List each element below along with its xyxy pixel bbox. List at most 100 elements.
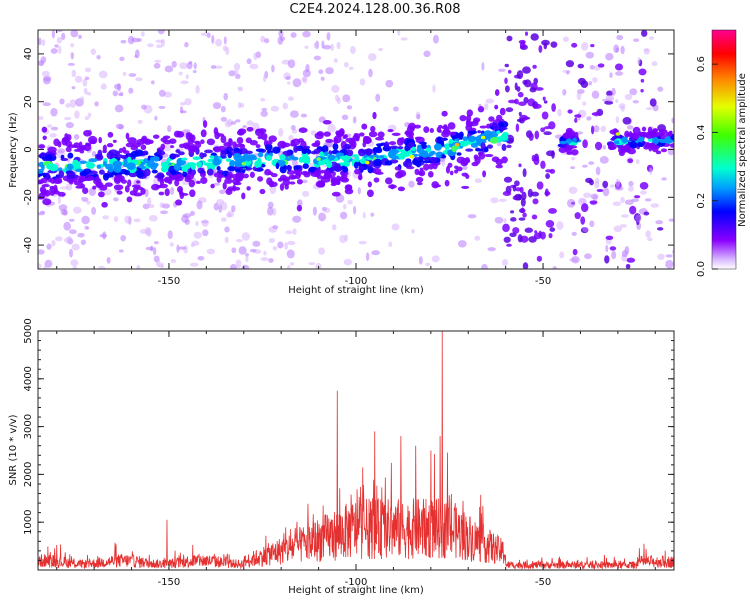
heatmap-speckle	[287, 240, 296, 246]
heatmap-speckle	[150, 80, 155, 85]
heatmap-ridge-cell	[133, 186, 139, 193]
heatmap-ridge-cell	[279, 165, 287, 174]
heatmap-speckle	[542, 96, 546, 101]
heatmap-speckle	[635, 159, 640, 165]
heatmap-ridge-cell	[65, 146, 72, 153]
heatmap-ridge-cell	[75, 168, 84, 173]
heatmap-ridge-cell	[429, 127, 434, 134]
heatmap-ridge-cell	[627, 148, 637, 155]
heatmap-ridge-cell	[143, 168, 151, 177]
heatmap-speckle	[639, 181, 649, 190]
heatmap-ridge-cell	[607, 143, 617, 151]
heatmap-ridge-cell	[86, 142, 92, 147]
heatmap-ridge-cell	[499, 126, 508, 131]
heatmap-ridge-cell	[220, 135, 227, 144]
heatmap-speckle	[148, 215, 158, 222]
heatmap-ridge-cell	[335, 152, 345, 157]
heatmap-speckle	[202, 229, 209, 237]
heatmap-speckle	[301, 190, 310, 197]
heatmap-ridge-cell	[46, 163, 55, 170]
heatmap-ridge-cell	[98, 136, 103, 144]
heatmap-speckle	[614, 63, 624, 71]
heatmap-speckle	[503, 176, 513, 183]
heatmap-speckle	[50, 107, 58, 117]
heatmap-ridge-cell	[421, 150, 429, 158]
heatmap-ridge-cell	[330, 178, 339, 185]
heatmap-speckle	[552, 266, 557, 269]
heatmap-ridge-cell	[464, 157, 470, 162]
heatmap-ridge-cell	[327, 154, 336, 161]
heatmap-ridge-cell	[227, 171, 233, 180]
heatmap-speckle	[176, 244, 180, 253]
heatmap-speckle	[235, 119, 241, 123]
heatmap-ridge-cell	[195, 141, 202, 149]
heatmap-hotspot	[365, 160, 370, 165]
heatmap-speckle	[604, 100, 614, 105]
heatmap-speckle	[268, 258, 274, 263]
heatmap-ridge-cell	[127, 179, 132, 187]
heatmap-ridge-cell	[228, 138, 233, 143]
heatmap-speckle	[85, 226, 90, 230]
heatmap-ridge-cell	[42, 198, 52, 206]
heatmap-ridge-cell	[459, 114, 467, 122]
heatmap-speckle	[496, 142, 502, 147]
heatmap-speckle	[576, 91, 582, 101]
x-tick-label: -50	[535, 577, 551, 588]
heatmap-speckle	[296, 199, 303, 207]
heatmap-ridge-cell	[159, 178, 165, 186]
x-tick-label: -150	[158, 276, 181, 287]
heatmap-speckle	[588, 161, 595, 165]
colorbar-gradient	[711, 29, 737, 270]
heatmap-ridge-cell	[277, 178, 283, 182]
heatmap-speckle	[114, 83, 121, 90]
heatmap-ridge-cell	[418, 169, 426, 177]
heatmap-speckle	[591, 90, 600, 99]
heatmap-ridge-cell	[186, 162, 197, 167]
heatmap-ridge-cell	[206, 138, 216, 146]
heatmap-speckle	[227, 210, 235, 218]
heatmap-speckle	[524, 227, 534, 233]
heatmap-speckle	[545, 173, 550, 180]
heatmap-speckle	[600, 125, 607, 133]
heatmap-speckle	[246, 58, 252, 65]
heatmap-speckle	[589, 64, 595, 70]
heatmap-ridge-cell	[461, 185, 470, 189]
heatmap-ridge-cell	[388, 141, 397, 146]
heatmap-speckle	[584, 253, 592, 260]
heatmap-ridge-cell	[300, 155, 311, 163]
heatmap-speckle	[186, 62, 193, 70]
heatmap-speckle	[39, 210, 46, 214]
heatmap-speckle	[56, 37, 63, 44]
heatmap-ridge-cell	[192, 156, 201, 161]
heatmap-speckle	[514, 180, 520, 187]
heatmap-speckle	[392, 106, 399, 112]
heatmap-speckle	[540, 127, 546, 133]
heatmap-speckle	[533, 103, 542, 109]
heatmap-speckle	[507, 69, 512, 74]
heatmap-ridge-cell	[411, 146, 416, 152]
heatmap-ridge-cell	[171, 169, 176, 176]
heatmap-ridge-cell	[175, 199, 183, 206]
y-tick-label: 4000	[23, 366, 34, 391]
heatmap-speckle	[118, 249, 124, 253]
heatmap-ridge-cell	[449, 131, 457, 136]
heatmap-speckle	[260, 35, 266, 43]
heatmap-ridge-cell	[647, 126, 653, 134]
heatmap-ridge-cell	[495, 164, 503, 169]
heatmap-speckle	[605, 235, 614, 240]
heatmap-speckle	[289, 262, 295, 266]
colorbar-tick-label: 0.6	[696, 56, 707, 72]
heatmap-speckle	[146, 228, 152, 237]
heatmap-speckle	[154, 59, 162, 63]
heatmap-ridge-cell	[232, 177, 240, 185]
heatmap-ridge-cell	[388, 184, 397, 189]
heatmap-speckle	[231, 247, 237, 254]
heatmap-ridge-cell	[370, 125, 376, 133]
heatmap-ridge-cell	[353, 161, 359, 169]
heatmap-speckle	[200, 32, 209, 37]
heatmap-speckle	[272, 225, 279, 230]
heatmap-speckle	[521, 191, 527, 201]
heatmap-ridge-cell	[353, 132, 358, 139]
heatmap-speckle	[215, 38, 223, 47]
heatmap-ridge-cell	[182, 170, 188, 178]
